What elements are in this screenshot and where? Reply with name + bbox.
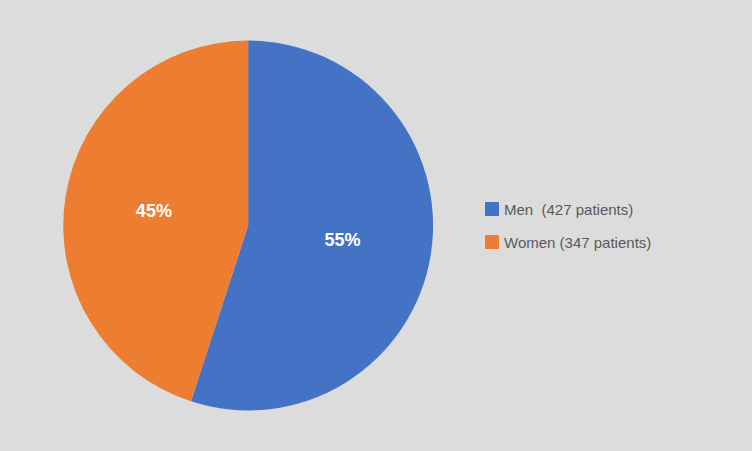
svg-text:Women (347 patients): Women (347 patients): [504, 234, 651, 251]
svg-text:45%: 45%: [136, 201, 172, 221]
svg-text:55%: 55%: [324, 230, 360, 250]
svg-text:Men (427 patients): Men (427 patients): [504, 201, 633, 218]
